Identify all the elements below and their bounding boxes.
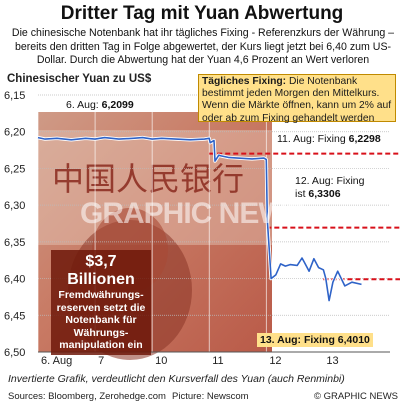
annotation-aug12: 12. Aug: Fixing ist 6,3306: [295, 175, 365, 200]
fixing-lines: [209, 152, 400, 281]
footer-sources: Sources: Bloomberg, Zerohedge.com: [8, 391, 166, 402]
reserve-amount: $3,7 Billionen: [67, 253, 135, 288]
footer-credit: © GRAPHIC NEWS: [313, 391, 398, 402]
x-tick-label: 10: [155, 355, 167, 367]
reserve-text: Fremdwährungs-reserven setzt die Notenba…: [56, 289, 146, 351]
x-tick-label: 6. Aug: [41, 355, 72, 367]
y-tick-label: 6,15: [4, 90, 25, 102]
y-tick-label: 6,45: [4, 310, 25, 322]
annotation-aug13-value: 6,4010: [337, 334, 370, 346]
reserve-box: $3,7 Billionen Fremdwährungs-reserven se…: [51, 250, 151, 355]
x-tick-label: 11: [212, 355, 223, 367]
footer-note: Invertierte Grafik, verdeutlicht den Kur…: [8, 373, 345, 385]
x-tick-label: 13: [326, 355, 338, 367]
chart-subtitle: Die chinesische Notenbank hat ihr täglic…: [11, 27, 395, 67]
svg-text:中国人民银行: 中国人民银行: [52, 160, 244, 198]
y-axis-label: Chinesischer Yuan zu US$: [7, 73, 152, 85]
series-line: [37, 136, 362, 302]
annotation-aug12-value: 6,3306: [308, 188, 341, 200]
x-tick-label: 7: [98, 355, 104, 367]
fixing-info-box: Tägliches Fixing: Die Notenbank bestimmt…: [198, 74, 396, 124]
fixing-box-heading: Tägliches Fixing:: [202, 76, 287, 87]
y-tick-label: 6,35: [4, 237, 25, 249]
annotation-aug11-value: 6,2298: [348, 133, 381, 145]
annotation-aug6: 6. Aug: 6,2099: [66, 99, 134, 111]
annotation-aug11: 11. Aug: Fixing 6,2298: [277, 133, 381, 145]
watermark: GRAPHIC NEWS: [80, 197, 306, 230]
y-tick-label: 6,20: [4, 127, 25, 139]
x-tick-labels: 6. Aug 7 10 11 12 13: [41, 355, 339, 367]
y-tick-label: 6,25: [4, 163, 25, 175]
series-lines: [37, 135, 362, 303]
annotation-aug13: 13. Aug: Fixing 6,4010: [257, 333, 373, 347]
y-tick-label: 6,40: [4, 274, 25, 286]
y-tick-label: 6,30: [4, 200, 25, 212]
footer-picture: Picture: Newscom: [172, 391, 249, 402]
fixing-box-text: Die Notenbank bestimmt jeden Morgen den …: [202, 76, 392, 124]
x-tick-label: 12: [269, 355, 281, 367]
y-tick-labels: 6,15 6,20 6,25 6,30 6,35 6,40 6,45 6,50: [4, 90, 25, 359]
annotation-aug6-value: 6,2099: [101, 99, 134, 111]
chart-title: Dritter Tag mit Yuan Abwertung: [60, 3, 344, 24]
y-tick-label: 6,50: [4, 347, 25, 359]
